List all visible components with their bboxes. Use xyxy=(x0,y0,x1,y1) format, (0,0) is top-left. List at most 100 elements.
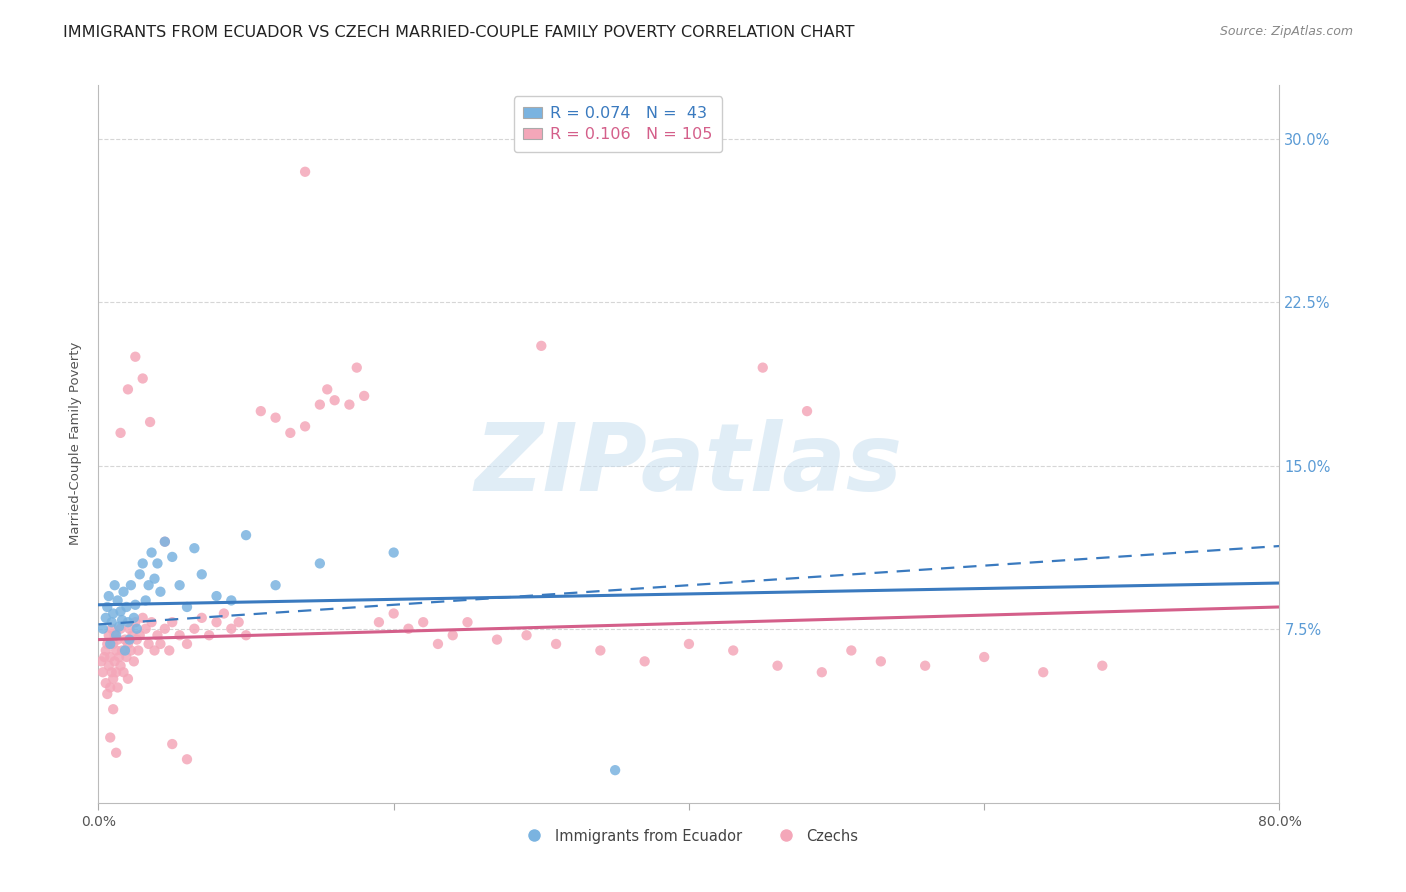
Point xyxy=(122,654,145,668)
Point xyxy=(110,604,132,618)
Point xyxy=(104,628,127,642)
Point xyxy=(205,589,228,603)
Point xyxy=(108,619,131,633)
Point xyxy=(973,650,995,665)
Point xyxy=(441,628,464,642)
Point xyxy=(96,637,118,651)
Point xyxy=(125,632,148,647)
Point xyxy=(1091,658,1114,673)
Point xyxy=(191,611,214,625)
Point xyxy=(323,393,346,408)
Point xyxy=(153,622,176,636)
Point xyxy=(280,425,302,440)
Point xyxy=(486,632,509,647)
Text: IMMIGRANTS FROM ECUADOR VS CZECH MARRIED-COUPLE FAMILY POVERTY CORRELATION CHART: IMMIGRANTS FROM ECUADOR VS CZECH MARRIED… xyxy=(63,25,855,40)
Point xyxy=(105,643,128,657)
Point xyxy=(149,637,172,651)
Point xyxy=(91,622,114,636)
Point xyxy=(205,615,228,630)
Point xyxy=(100,615,122,630)
Point xyxy=(104,578,127,592)
Point xyxy=(94,643,117,657)
Point xyxy=(139,415,162,429)
Point xyxy=(100,665,122,680)
Point xyxy=(107,681,129,695)
Point xyxy=(143,643,166,657)
Point xyxy=(91,665,114,680)
Y-axis label: Married-Couple Family Poverty: Married-Couple Family Poverty xyxy=(69,343,83,545)
Point xyxy=(149,584,172,599)
Point xyxy=(176,599,198,614)
Point xyxy=(221,622,243,636)
Point xyxy=(120,578,142,592)
Point xyxy=(124,350,146,364)
Point xyxy=(796,404,818,418)
Point xyxy=(103,702,125,716)
Point xyxy=(104,654,127,668)
Point xyxy=(90,654,112,668)
Point xyxy=(457,615,479,630)
Point xyxy=(228,615,250,630)
Point xyxy=(105,746,128,760)
Point xyxy=(117,383,139,397)
Point xyxy=(294,419,316,434)
Point xyxy=(100,622,122,636)
Point xyxy=(183,541,205,556)
Point xyxy=(117,672,139,686)
Point xyxy=(105,665,128,680)
Point xyxy=(634,654,657,668)
Point xyxy=(309,398,332,412)
Point xyxy=(176,752,198,766)
Point xyxy=(115,650,138,665)
Point xyxy=(183,622,205,636)
Point xyxy=(530,339,553,353)
Point xyxy=(141,615,163,630)
Point xyxy=(98,650,121,665)
Point xyxy=(353,389,375,403)
Point xyxy=(605,763,627,777)
Point xyxy=(1032,665,1054,680)
Point xyxy=(96,599,118,614)
Point xyxy=(589,643,612,657)
Point xyxy=(309,557,332,571)
Point xyxy=(339,398,361,412)
Point xyxy=(112,665,135,680)
Point xyxy=(128,628,150,642)
Point xyxy=(723,643,745,657)
Point xyxy=(914,658,936,673)
Point xyxy=(398,622,420,636)
Point xyxy=(191,567,214,582)
Point xyxy=(146,628,169,642)
Point xyxy=(250,404,273,418)
Point xyxy=(766,658,789,673)
Point xyxy=(97,658,120,673)
Point xyxy=(124,615,146,630)
Point xyxy=(368,615,391,630)
Point xyxy=(138,578,160,592)
Point xyxy=(98,731,121,745)
Point xyxy=(118,622,141,636)
Point xyxy=(117,637,139,651)
Point xyxy=(162,737,183,751)
Point xyxy=(135,593,157,607)
Point xyxy=(124,598,146,612)
Point xyxy=(198,628,221,642)
Point xyxy=(120,643,142,657)
Point xyxy=(264,410,287,425)
Point xyxy=(103,637,125,651)
Point xyxy=(235,528,257,542)
Point xyxy=(96,687,118,701)
Point xyxy=(169,578,191,592)
Point xyxy=(121,628,143,642)
Point xyxy=(235,628,257,642)
Point xyxy=(138,637,160,651)
Point xyxy=(132,557,155,571)
Point xyxy=(110,658,132,673)
Point xyxy=(97,589,120,603)
Point xyxy=(546,637,568,651)
Point xyxy=(294,165,316,179)
Point xyxy=(107,593,129,607)
Point xyxy=(127,643,149,657)
Point xyxy=(516,628,538,642)
Point xyxy=(115,599,138,614)
